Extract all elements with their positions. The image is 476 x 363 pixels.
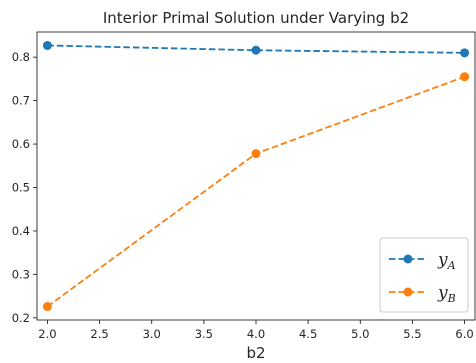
legend-label-b: yB bbox=[437, 283, 456, 305]
y-tick-label: 0.8 bbox=[12, 50, 30, 64]
chart-title: Interior Primal Solution under Varying b… bbox=[103, 9, 409, 27]
x-tick-label: 2.0 bbox=[38, 327, 56, 341]
y-tick-label: 0.7 bbox=[12, 94, 30, 108]
x-axis: 2.0 2.5 3.0 3.5 4.0 4.5 5.0 5.5 6.0 bbox=[38, 320, 474, 341]
legend: yA yB bbox=[379, 237, 469, 313]
x-tick-label: 6.0 bbox=[455, 327, 473, 341]
legend-box bbox=[379, 237, 469, 313]
y-axis: 0.2 0.3 0.4 0.5 0.6 0.7 0.8 bbox=[12, 50, 37, 325]
series-line-a bbox=[47, 44, 465, 54]
legend-marker-b bbox=[403, 287, 413, 297]
x-tick-label: 4.0 bbox=[247, 327, 265, 341]
y-tick-label: 0.2 bbox=[12, 311, 30, 325]
x-tick-label: 3.0 bbox=[143, 327, 161, 341]
x-tick-label: 3.5 bbox=[195, 327, 213, 341]
x-tick-label: 5.0 bbox=[351, 327, 369, 341]
x-tick-label: 5.5 bbox=[403, 327, 421, 341]
legend-label-a: yA bbox=[437, 250, 456, 272]
y-tick-label: 0.6 bbox=[12, 137, 30, 151]
data-point-a bbox=[42, 40, 52, 50]
y-tick-label: 0.3 bbox=[12, 267, 30, 281]
legend-marker-a bbox=[403, 254, 413, 264]
data-point-b bbox=[42, 302, 52, 312]
data-point-a bbox=[460, 48, 470, 58]
data-point-b bbox=[460, 72, 470, 82]
data-point-a bbox=[251, 45, 261, 55]
data-point-b bbox=[251, 149, 261, 159]
x-tick-label: 4.5 bbox=[299, 327, 317, 341]
y-tick-label: 0.4 bbox=[12, 224, 30, 238]
x-tick-label: 2.5 bbox=[90, 327, 108, 341]
x-axis-label: b2 bbox=[246, 344, 265, 362]
y-tick-label: 0.5 bbox=[12, 181, 30, 195]
series-layer bbox=[42, 40, 470, 312]
